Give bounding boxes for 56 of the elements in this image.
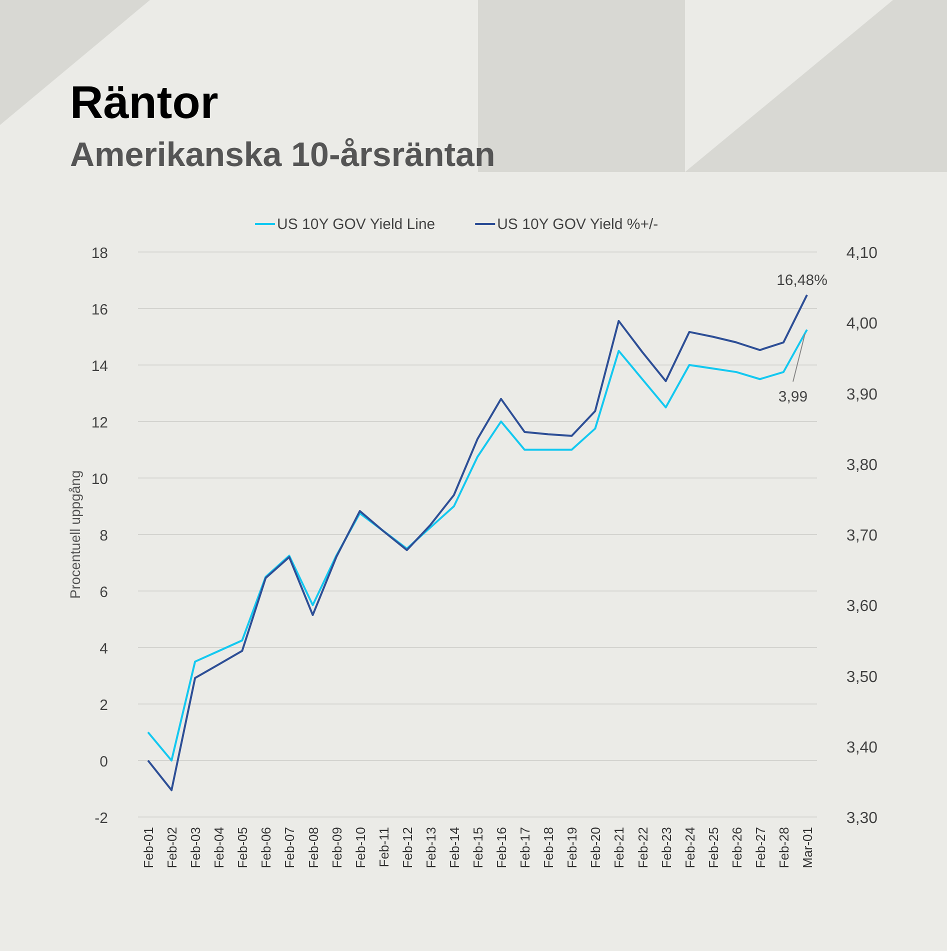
x-tick-label: Feb-21	[612, 827, 627, 868]
y-tick-label: 10	[91, 471, 108, 488]
y-tick-label: 6	[100, 584, 108, 601]
x-tick-label: Feb-22	[635, 827, 650, 868]
y2-tick-label: 3,50	[846, 668, 878, 686]
y-tick-label: 4	[100, 640, 108, 658]
y-tick-label: 16	[91, 302, 108, 318]
y-axis-title: Procentuell uppgång	[67, 470, 83, 599]
x-tick-label: Feb-08	[306, 827, 321, 868]
x-tick-label: Feb-23	[658, 827, 674, 868]
data-label: 3,99	[778, 388, 808, 406]
y2-tick-label: 3,90	[846, 386, 878, 404]
y-tick-label: -2	[94, 810, 108, 827]
x-tick-label: Feb-24	[682, 827, 698, 868]
x-tick-label: Feb-06	[258, 827, 274, 868]
x-tick-label: Feb-16	[494, 827, 510, 868]
y2-tick-label: 3,30	[846, 810, 878, 827]
x-tick-label: Feb-13	[423, 827, 438, 868]
x-tick-label: Feb-03	[188, 827, 204, 868]
y-tick-label: 18	[91, 245, 108, 262]
y-tick-label: 14	[91, 358, 108, 375]
x-tick-label: Feb-19	[564, 827, 580, 868]
x-tick-label: Feb-09	[329, 827, 344, 868]
x-tick-label: Mar-01	[800, 827, 815, 868]
x-tick-label: Feb-01	[141, 827, 156, 868]
x-tick-label: Feb-02	[164, 827, 180, 868]
y-tick-label: 2	[100, 697, 108, 714]
y2-tick-label: 4,00	[846, 316, 878, 333]
x-tick-label: Feb-26	[729, 827, 744, 868]
x-tick-label: Feb-27	[752, 827, 768, 868]
x-tick-label: Feb-05	[235, 827, 250, 868]
x-tick-label: Feb-11	[376, 827, 392, 868]
chart-subtitle: Amerikanska 10-årsräntan	[70, 136, 496, 174]
x-tick-label: Feb-25	[706, 827, 721, 868]
x-tick-label: Feb-04	[212, 827, 227, 868]
legend-label: US 10Y GOV Yield %+/-	[497, 216, 658, 233]
y2-tick-label: 3,40	[846, 739, 878, 756]
y-tick-label: 0	[100, 754, 108, 770]
x-tick-label: Feb-20	[588, 827, 604, 868]
x-tick-label: Feb-18	[541, 827, 556, 868]
data-label: 16,48%	[776, 272, 828, 289]
x-tick-label: Feb-07	[282, 827, 298, 868]
legend-label: US 10Y GOV Yield Line	[277, 216, 436, 233]
x-tick-label: Feb-17	[518, 827, 533, 868]
x-tick-label: Feb-12	[400, 827, 415, 868]
x-tick-label: Feb-15	[470, 827, 486, 868]
y-tick-label: 12	[91, 414, 108, 432]
chart-title: Räntor	[70, 76, 218, 128]
x-tick-label: Feb-28	[776, 827, 792, 868]
y-tick-label: 8	[100, 528, 108, 544]
x-tick-label: Feb-14	[446, 827, 462, 868]
y2-tick-label: 3,60	[846, 598, 878, 616]
y2-tick-label: 3,80	[846, 456, 878, 474]
x-tick-label: Feb-10	[352, 827, 368, 868]
y2-tick-label: 4,10	[846, 245, 878, 262]
y2-tick-label: 3,70	[846, 528, 878, 544]
